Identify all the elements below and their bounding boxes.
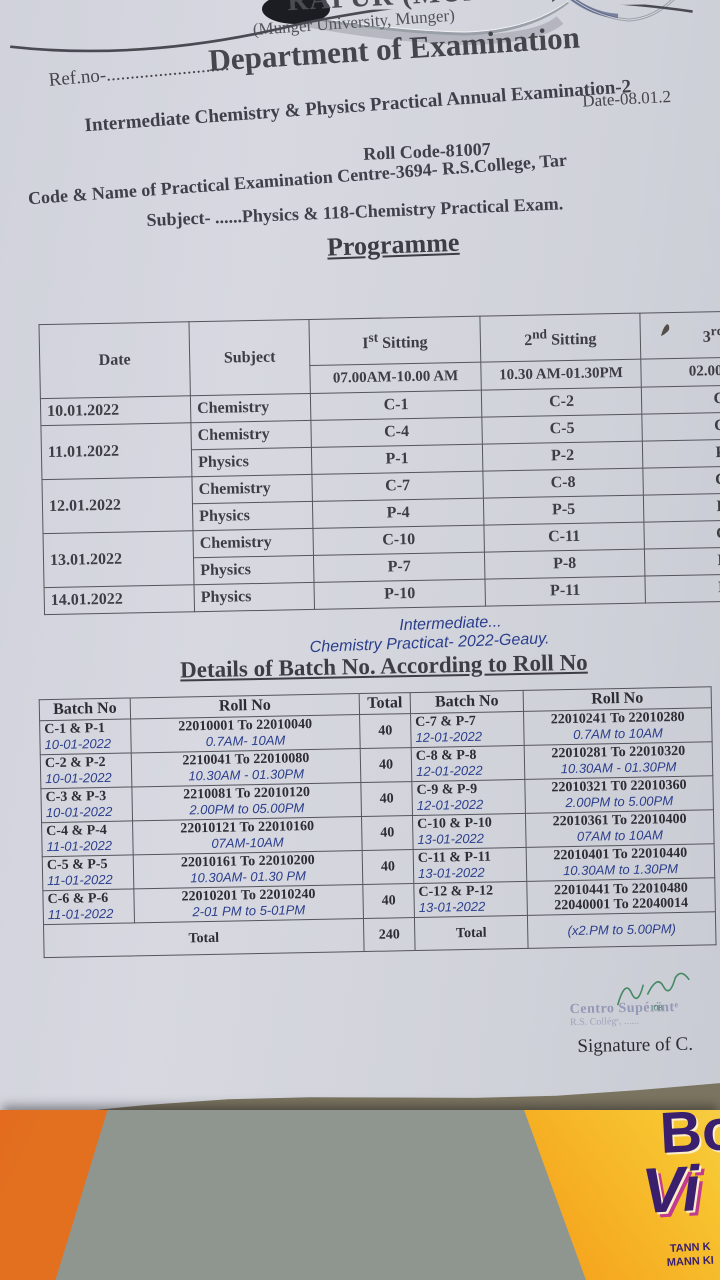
svg-text:08: 08 <box>654 1003 664 1012</box>
svg-text:TANN K: TANN K <box>670 1241 711 1255</box>
svg-text:Vi: Vi <box>640 1152 703 1227</box>
svg-text:MANN KI: MANN KI <box>667 1255 715 1269</box>
